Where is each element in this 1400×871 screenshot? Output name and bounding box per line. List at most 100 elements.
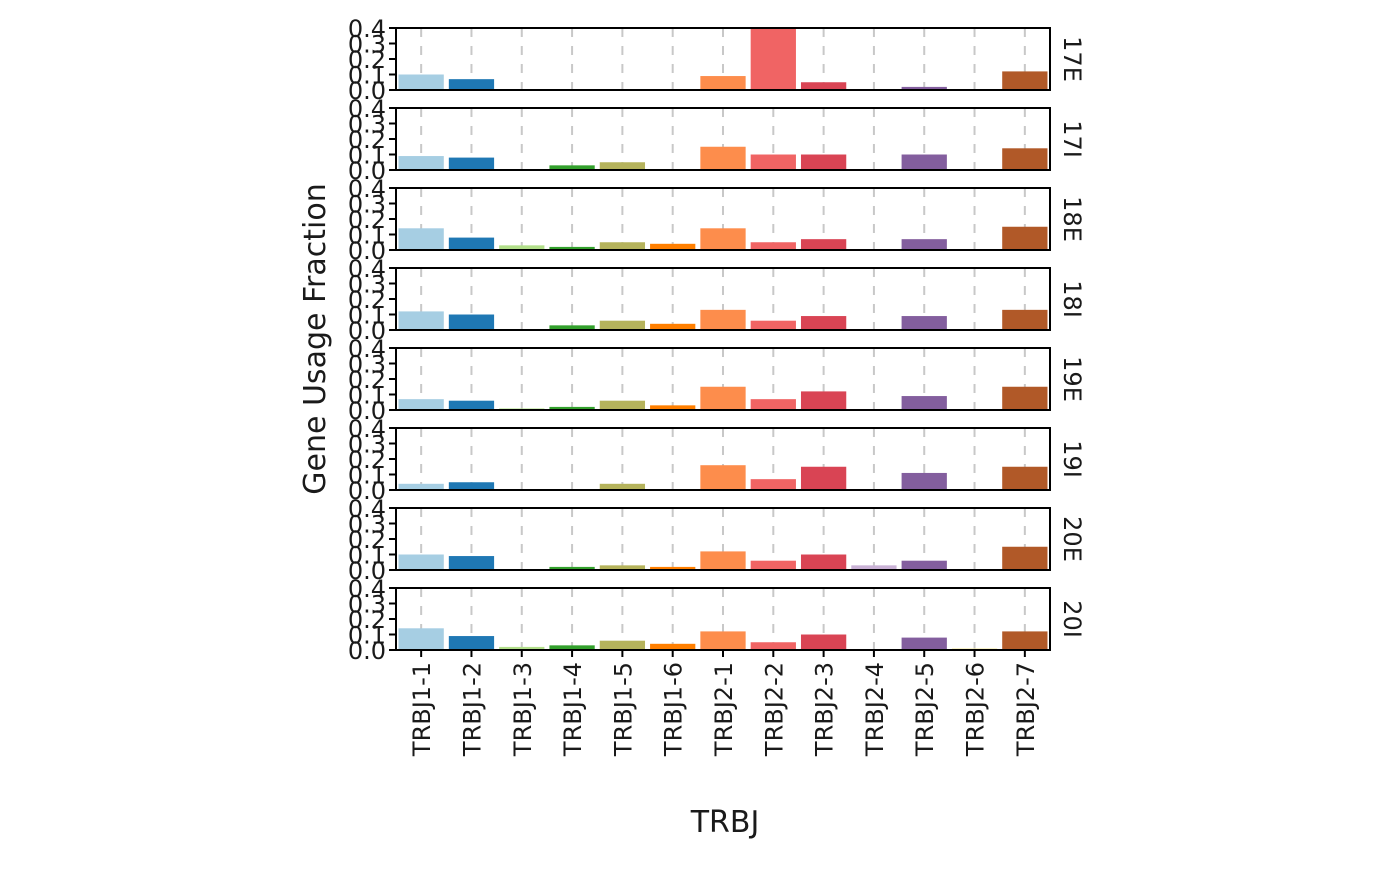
bar — [448, 314, 495, 330]
bar — [448, 237, 495, 250]
bar — [599, 565, 646, 570]
bar — [599, 640, 646, 650]
x-tick-label: TRBJ2-7 — [1012, 662, 1040, 757]
bar — [1002, 466, 1048, 490]
y-tick-label: 0.4 — [348, 415, 386, 443]
bar — [700, 551, 746, 570]
y-tick-label: 0.2 — [348, 606, 386, 634]
y-tick-label: 0.2 — [348, 126, 386, 154]
y-axis-title: Gene Usage Fraction — [298, 183, 333, 494]
bar — [448, 482, 495, 490]
y-tick-label: 0.4 — [348, 95, 386, 123]
y-tick-label: 0.4 — [348, 495, 386, 523]
x-tick-label: TRBJ2-3 — [811, 662, 839, 757]
bar — [800, 466, 847, 490]
bar — [650, 243, 696, 250]
bar — [599, 400, 646, 410]
x-tick-label: TRBJ2-6 — [962, 662, 990, 757]
bar — [398, 483, 444, 490]
bar — [599, 483, 646, 490]
bar — [398, 156, 444, 170]
x-tick-label: TRBJ1-5 — [609, 662, 637, 757]
y-tick-label: 0.1 — [348, 622, 386, 650]
y-tick-label: 0.2 — [348, 286, 386, 314]
y-tick-label: 0.1 — [348, 62, 386, 90]
bar — [599, 320, 646, 330]
x-tick-label: TRBJ2-1 — [710, 662, 738, 757]
bar — [700, 76, 746, 90]
bar — [800, 316, 847, 330]
x-axis-title: TRBJ — [690, 805, 760, 840]
bar — [398, 74, 444, 90]
bar — [901, 637, 947, 650]
x-tick-label: TRBJ1-1 — [408, 662, 436, 757]
bar — [700, 631, 746, 650]
bar — [750, 399, 796, 410]
y-tick-label: 0.3 — [348, 351, 386, 379]
bar — [549, 406, 595, 410]
bar — [1002, 71, 1048, 90]
bar — [549, 246, 595, 250]
bar — [448, 400, 495, 410]
bar — [901, 86, 947, 90]
bar — [901, 239, 947, 250]
bar — [800, 154, 847, 170]
y-tick-label: 0.3 — [348, 111, 386, 139]
bar — [901, 396, 947, 410]
facet-strip-label: 20I — [1058, 600, 1086, 638]
bar — [398, 399, 444, 410]
y-tick-label: 0.1 — [348, 222, 386, 250]
y-tick-label: 0.4 — [348, 335, 386, 363]
bar — [398, 228, 444, 250]
y-tick-label: 0.3 — [348, 591, 386, 619]
bar — [599, 242, 646, 250]
bar — [851, 565, 897, 570]
x-tick-label: TRBJ2-5 — [911, 662, 939, 757]
bar — [750, 154, 796, 170]
bar — [650, 323, 696, 330]
y-tick-label: 0.0 — [348, 637, 386, 665]
bar — [650, 643, 696, 650]
y-tick-label: 0.1 — [348, 542, 386, 570]
facet-strip-label: 19I — [1058, 440, 1086, 478]
x-tick-label: TRBJ2-4 — [861, 662, 889, 757]
x-tick-label: TRBJ1-3 — [509, 662, 537, 757]
bar — [1002, 148, 1048, 170]
bar — [700, 386, 746, 410]
bar — [800, 554, 847, 570]
y-tick-label: 0.3 — [348, 271, 386, 299]
bar — [650, 405, 696, 410]
bar — [800, 239, 847, 250]
bar — [650, 566, 696, 570]
bar — [599, 162, 646, 170]
bar — [750, 560, 796, 570]
bar — [901, 560, 947, 570]
y-tick-label: 0.2 — [348, 46, 386, 74]
y-tick-label: 0.4 — [348, 175, 386, 203]
y-tick-label: 0.1 — [348, 382, 386, 410]
y-tick-label: 0.0 — [348, 397, 386, 425]
bar — [549, 325, 595, 330]
x-tick-label: TRBJ1-6 — [660, 662, 688, 757]
y-tick-label: 0.0 — [348, 77, 386, 105]
bar — [448, 636, 495, 650]
facet-strip-label: 17I — [1058, 120, 1086, 158]
bar — [901, 472, 947, 490]
x-tick-label: TRBJ1-2 — [458, 662, 486, 757]
bar — [1002, 386, 1048, 410]
bar — [448, 157, 495, 170]
bar — [750, 479, 796, 490]
facet-strip-label: 19E — [1058, 356, 1086, 402]
bar — [448, 556, 495, 570]
y-tick-label: 0.3 — [348, 431, 386, 459]
bar — [1002, 226, 1048, 250]
bar — [700, 465, 746, 490]
y-tick-label: 0.3 — [348, 511, 386, 539]
x-tick-label: TRBJ2-2 — [760, 662, 788, 757]
y-tick-label: 0.2 — [348, 526, 386, 554]
bar — [549, 165, 595, 170]
y-tick-label: 0.2 — [348, 206, 386, 234]
y-tick-label: 0.0 — [348, 157, 386, 185]
